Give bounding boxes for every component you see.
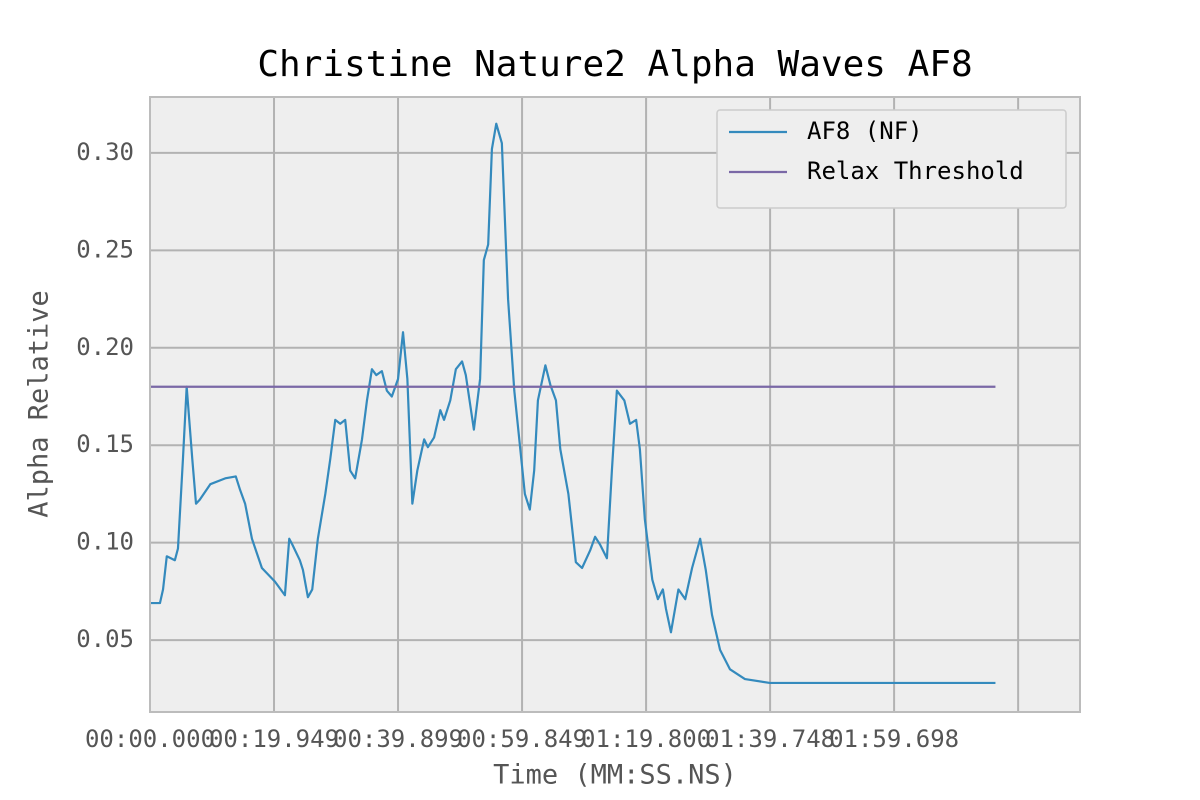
grid [149,97,1080,712]
y-tick-label: 0.25 [76,235,134,263]
series-line [150,122,996,685]
x-tick-label: 01:59.698 [829,725,959,753]
x-tick-label: 00:19.949 [209,725,339,753]
y-tick-label: 0.20 [76,333,134,361]
y-tick-label: 0.30 [76,138,134,166]
lines [150,122,996,685]
plot-frame [149,96,1081,713]
y-tick-label: 0.05 [76,625,134,653]
x-tick-label: 00:39.899 [333,725,463,753]
x-tick-label: 00:00.000 [85,725,215,753]
legend-label: Relax Threshold [807,157,1024,185]
x-tick-label: 01:39.748 [705,725,835,753]
chart-title: Christine Nature2 Alpha Waves AF8 [257,44,972,85]
x-tick-label: 00:59.849 [457,725,587,753]
legend: AF8 (NF) Relax Threshold [716,109,1067,209]
legend-box [716,109,1067,209]
x-tick-label: 01:19.800 [581,725,711,753]
y-tick-label: 0.15 [76,430,134,458]
y-axis-label: Alpha Relative [24,290,55,518]
legend-label: AF8 (NF) [807,117,923,145]
y-tick-label: 0.10 [76,528,134,556]
x-axis-label: Time (MM:SS.NS) [493,760,737,791]
